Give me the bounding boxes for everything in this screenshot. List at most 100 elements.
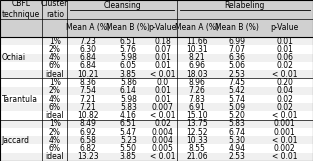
Text: Cleansing: Cleansing: [103, 1, 141, 10]
Text: 6.92: 6.92: [79, 128, 96, 137]
Bar: [0, 95, 313, 103]
Text: Mean A (%): Mean A (%): [175, 23, 219, 32]
Text: 5.98: 5.98: [120, 95, 137, 104]
Text: 0.20: 0.20: [276, 78, 293, 87]
Text: 2.53: 2.53: [229, 152, 245, 161]
Text: 6.05: 6.05: [120, 62, 137, 71]
Text: 0.004: 0.004: [152, 136, 174, 145]
Text: 6.84: 6.84: [79, 53, 96, 62]
Text: 3.85: 3.85: [120, 152, 137, 161]
Text: 0.007: 0.007: [152, 103, 174, 112]
Text: 0.01: 0.01: [154, 53, 171, 62]
Text: 5.47: 5.47: [120, 128, 137, 137]
Text: p-Value: p-Value: [149, 23, 177, 32]
Bar: [0, 62, 313, 70]
Bar: [0, 37, 313, 45]
Text: < 0.01: < 0.01: [272, 152, 298, 161]
Bar: [0, 153, 313, 161]
Bar: [0, 87, 313, 95]
Text: 0.001: 0.001: [274, 119, 296, 128]
Text: 1%: 1%: [49, 37, 61, 46]
Bar: [0, 136, 313, 144]
Text: 10.21: 10.21: [77, 70, 98, 79]
Text: 7.45: 7.45: [228, 78, 246, 87]
Text: 5.09: 5.09: [228, 103, 246, 112]
Text: 11.66: 11.66: [186, 37, 208, 46]
Text: 8.55: 8.55: [189, 144, 206, 153]
Text: 2%: 2%: [49, 128, 61, 137]
Text: 8.49: 8.49: [79, 119, 96, 128]
Text: 5.20: 5.20: [229, 111, 245, 120]
Text: 6.51: 6.51: [120, 119, 137, 128]
Text: 6.58: 6.58: [79, 136, 96, 145]
Text: 4%: 4%: [49, 95, 61, 104]
Text: 10.33: 10.33: [186, 136, 208, 145]
Text: 6%: 6%: [49, 144, 61, 153]
Text: 7.21: 7.21: [79, 95, 96, 104]
Text: 4.94: 4.94: [228, 144, 246, 153]
Bar: [0, 0, 313, 37]
Text: 6.30: 6.30: [79, 45, 96, 54]
Text: Mean A (%): Mean A (%): [66, 23, 110, 32]
Bar: [0, 78, 313, 87]
Text: 6%: 6%: [49, 62, 61, 71]
Text: 0.01: 0.01: [154, 86, 171, 95]
Text: 0.01: 0.01: [276, 45, 293, 54]
Text: 5.83: 5.83: [229, 119, 245, 128]
Text: 5.76: 5.76: [120, 45, 137, 54]
Bar: [0, 128, 313, 136]
Text: 0.02: 0.02: [154, 119, 171, 128]
Text: 5.86: 5.86: [120, 78, 137, 87]
Text: 0.01: 0.01: [154, 62, 171, 71]
Text: 0.002: 0.002: [274, 144, 296, 153]
Text: 6.91: 6.91: [189, 103, 206, 112]
Text: Cluster
ratio: Cluster ratio: [41, 0, 69, 19]
Text: 7.26: 7.26: [189, 86, 206, 95]
Text: 6.84: 6.84: [79, 62, 96, 71]
Text: 0.06: 0.06: [276, 53, 293, 62]
Text: 0.02: 0.02: [276, 95, 293, 104]
Text: 13.23: 13.23: [77, 152, 99, 161]
Text: 7.21: 7.21: [79, 103, 96, 112]
Bar: [0, 120, 313, 128]
Text: 0.18: 0.18: [154, 37, 171, 46]
Text: 6.96: 6.96: [189, 62, 206, 71]
Text: 6%: 6%: [49, 103, 61, 112]
Text: CBFL
technique: CBFL technique: [2, 0, 40, 19]
Text: 6.51: 6.51: [120, 37, 137, 46]
Text: 5.74: 5.74: [228, 95, 246, 104]
Text: 0.001: 0.001: [274, 128, 296, 137]
Text: Tarantula: Tarantula: [2, 95, 38, 104]
Bar: [0, 103, 313, 111]
Bar: [0, 45, 313, 54]
Text: 5.06: 5.06: [228, 62, 246, 71]
Text: 5.50: 5.50: [120, 144, 137, 153]
Text: < 0.01: < 0.01: [272, 136, 298, 145]
Text: 12.52: 12.52: [187, 128, 208, 137]
Text: 0.02: 0.02: [276, 103, 293, 112]
Text: 5.83: 5.83: [120, 103, 137, 112]
Bar: [0, 70, 313, 78]
Text: 8.96: 8.96: [189, 78, 206, 87]
Text: 4.16: 4.16: [120, 111, 137, 120]
Text: 6.82: 6.82: [79, 144, 96, 153]
Text: < 0.01: < 0.01: [150, 152, 176, 161]
Text: 0.07: 0.07: [154, 45, 171, 54]
Text: 1%: 1%: [49, 78, 61, 87]
Text: 6.14: 6.14: [120, 86, 137, 95]
Text: 7.83: 7.83: [189, 95, 206, 104]
Text: ideal: ideal: [45, 152, 64, 161]
Text: Mean B (%): Mean B (%): [215, 23, 259, 32]
Text: 18.03: 18.03: [186, 70, 208, 79]
Text: 2%: 2%: [49, 45, 61, 54]
Text: 7.54: 7.54: [79, 86, 96, 95]
Text: 10.82: 10.82: [77, 111, 98, 120]
Text: 0.0: 0.0: [157, 78, 169, 87]
Text: ideal: ideal: [45, 111, 64, 120]
Text: 4%: 4%: [49, 136, 61, 145]
Text: 7.23: 7.23: [79, 37, 96, 46]
Text: 0.02: 0.02: [276, 62, 293, 71]
Text: 0.005: 0.005: [152, 144, 174, 153]
Text: p-Value: p-Value: [271, 23, 299, 32]
Text: 3.85: 3.85: [120, 70, 137, 79]
